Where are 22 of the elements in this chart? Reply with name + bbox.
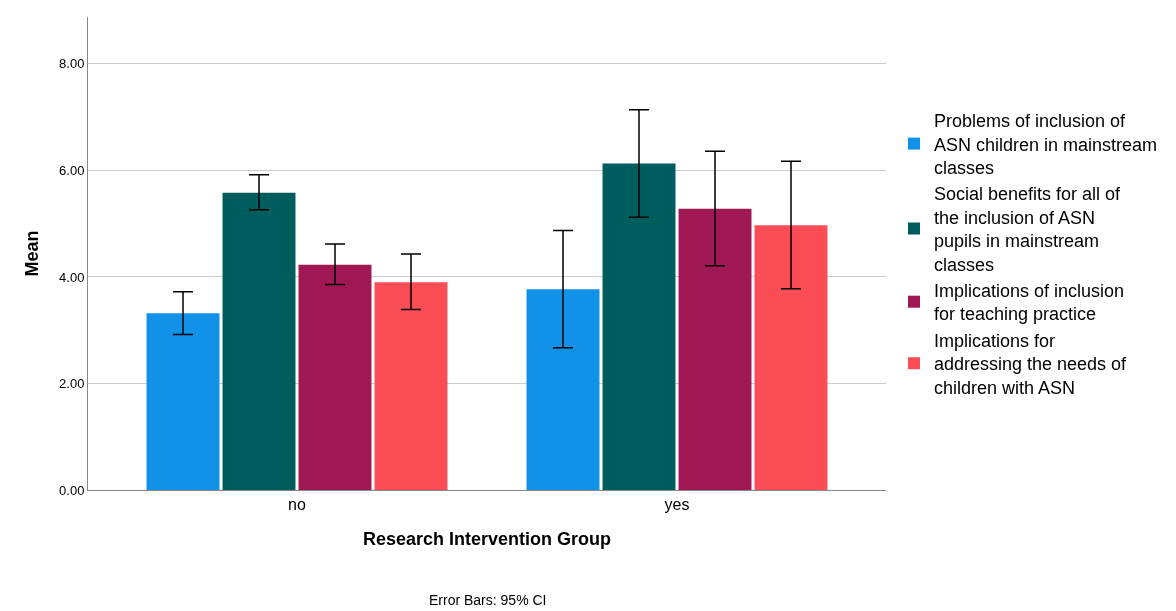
- bar: [298, 264, 372, 490]
- legend-label: Implications for addressing the needs of children with ASN: [933, 330, 1128, 398]
- x-tick-label: yes: [664, 496, 690, 514]
- legend-label: Problems of inclusion of ASN children in mainstream classes: [933, 111, 1158, 179]
- y-tick-label: 4.00: [59, 269, 85, 285]
- legend-label: Implications of inclusion for teaching practice: [933, 281, 1125, 325]
- y-tick-label: 0.00: [59, 482, 85, 498]
- y-tick-label: 6.00: [59, 162, 85, 178]
- x-axis-title: Research Intervention Group: [362, 529, 612, 550]
- bar: [146, 313, 220, 490]
- bar: [374, 282, 448, 490]
- y-tick-label: 8.00: [59, 56, 85, 72]
- bar: [526, 289, 600, 490]
- bar: [602, 163, 676, 490]
- y-tick-label: 2.00: [59, 376, 85, 392]
- legend-label: Social benefits for all of the inclusion of ASN pupils in mainstream classes: [933, 184, 1122, 275]
- y-axis-title: Mean: [22, 230, 43, 277]
- bar: [678, 208, 752, 490]
- text: Error Bars: 95% CI: [429, 592, 547, 608]
- x-tick-label: no: [288, 496, 306, 514]
- bar: [222, 192, 296, 490]
- bar: [754, 225, 828, 490]
